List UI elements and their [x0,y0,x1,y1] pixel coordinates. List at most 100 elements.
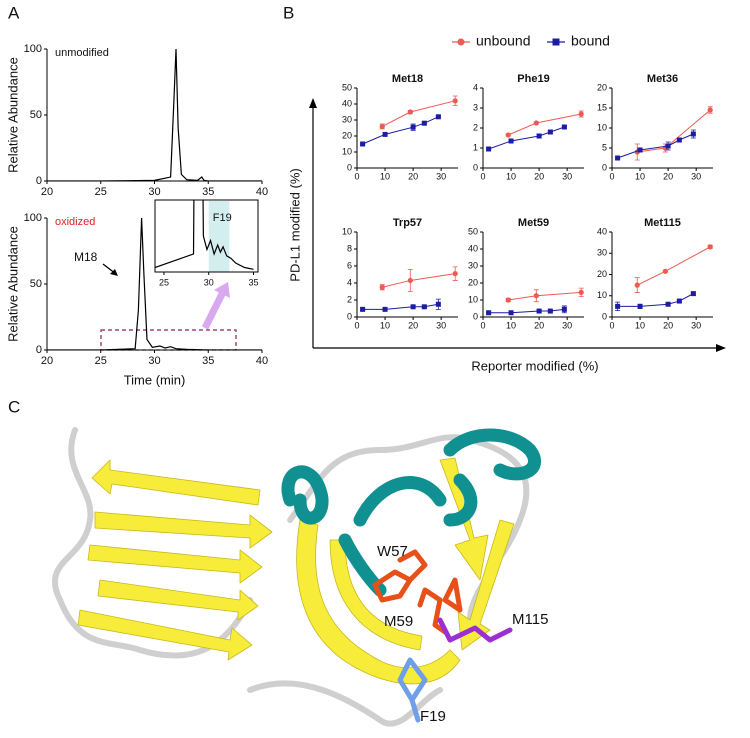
y-tick-label: 0 [347,311,352,321]
x-tick-label: 20 [41,355,53,367]
y-tick-label: 30 [468,260,478,270]
x-tick-label: 10 [635,171,645,181]
x-tick-label: 0 [609,320,614,330]
series-line [488,126,565,150]
y-tick-label: 0 [602,311,607,321]
chart: 20 25 30 35 40 0 50 100 Relative Abundance unmodi… [5,43,268,198]
y-tick-label: 50 [30,109,42,121]
marker [410,124,416,130]
chart-title: Met59 [518,217,549,229]
y-tick-label: 10 [468,294,478,304]
y-tick-label: 0 [473,162,478,172]
y-tick-label: 100 [24,212,42,224]
axis-arrow [309,98,317,108]
y-tick-label: 40 [342,98,352,108]
y-tick-label: 5 [602,142,607,152]
x-tick-label: 0 [480,171,485,181]
marker [382,131,388,137]
marker [707,107,713,113]
marker [665,301,671,307]
zoom-arrow-head [214,282,230,298]
marker [508,138,514,144]
chart: 25 30 35 F19 [154,199,259,287]
marker [690,131,696,137]
marker [676,298,682,304]
marker [690,291,696,297]
marker [407,109,413,115]
series-line [47,218,262,350]
x-tick-label: 20 [408,171,418,181]
y-tick-label: 0 [347,162,352,172]
y-tick-label: 0 [473,311,478,321]
marker [435,114,441,120]
marker [407,277,413,284]
y-tick-label: 40 [468,243,478,253]
residue-label: F19 [420,708,446,725]
zoom-arrow [201,290,227,330]
marker [486,146,492,152]
marker [360,141,366,147]
y-tick-label: 20 [597,269,607,279]
y-tick-label: 100 [24,43,42,55]
y-tick-label: 1 [473,142,478,152]
legend-marker [457,38,465,46]
x-tick-label: 30 [436,171,446,181]
y-tick-label: 15 [597,102,607,112]
marker [410,304,416,310]
y-tick-label: 40 [597,226,607,236]
series-line [155,200,254,270]
x-tick-label: 10 [506,171,516,181]
marker [665,143,671,149]
x-tick-label: 30 [691,171,701,181]
marker [637,303,643,309]
series-line [362,116,439,145]
series-line [488,308,565,314]
axis-arrow [716,344,726,352]
y-axis-label: PD-L1 modified (%) [287,168,302,281]
y-tick-label: 6 [347,260,352,270]
marker [561,306,567,312]
y-tick-label: 0 [36,344,42,356]
y-tick-label: 4 [347,277,352,287]
series-line [508,291,582,301]
x-tick-label: 0 [354,320,359,330]
marker [505,297,511,303]
x-tick-label: 35 [202,355,214,367]
x-tick-label: 10 [380,171,390,181]
marker [421,304,427,310]
series-line [47,49,262,181]
chart-title: Met18 [392,73,423,85]
x-tick-label: 20 [408,320,418,330]
x-tick-label: 20 [41,186,53,198]
marker [360,306,366,312]
x-tick-label: 10 [506,320,516,330]
y-tick-label: 50 [30,278,42,290]
chart: 20 25 30 35 40 0 50 100 Relative Abundance Time (… [5,212,268,388]
marker [637,147,643,153]
y-tick-label: 10 [597,290,607,300]
x-tick-label: 25 [95,186,107,198]
marker [533,120,539,126]
marker [486,310,492,316]
x-tick-label: 40 [256,186,268,198]
marker [676,137,682,143]
x-tick-label: 20 [534,171,544,181]
annotation: oxidized [55,216,95,228]
x-tick-label: 10 [635,320,645,330]
residue-label: W57 [377,543,408,560]
annotation: F19 [213,212,232,224]
y-tick-label: 2 [347,294,352,304]
marker [379,123,385,129]
x-tick-label: 35 [249,277,259,287]
marker [533,293,539,299]
residue-label: M59 [384,613,413,630]
x-tick-label: 0 [354,171,359,181]
chart: 0 10 20 30 0 5 10 15 20 Met36 [597,73,713,181]
x-axis-label: Time (min) [124,372,186,387]
marker [452,98,458,104]
series-line [617,293,694,307]
y-tick-label: 50 [342,82,352,92]
chart: 0 10 20 30 0 1 2 3 4 Phe19 [473,73,584,181]
chart-title: Trp57 [393,217,422,229]
marker [662,268,668,274]
